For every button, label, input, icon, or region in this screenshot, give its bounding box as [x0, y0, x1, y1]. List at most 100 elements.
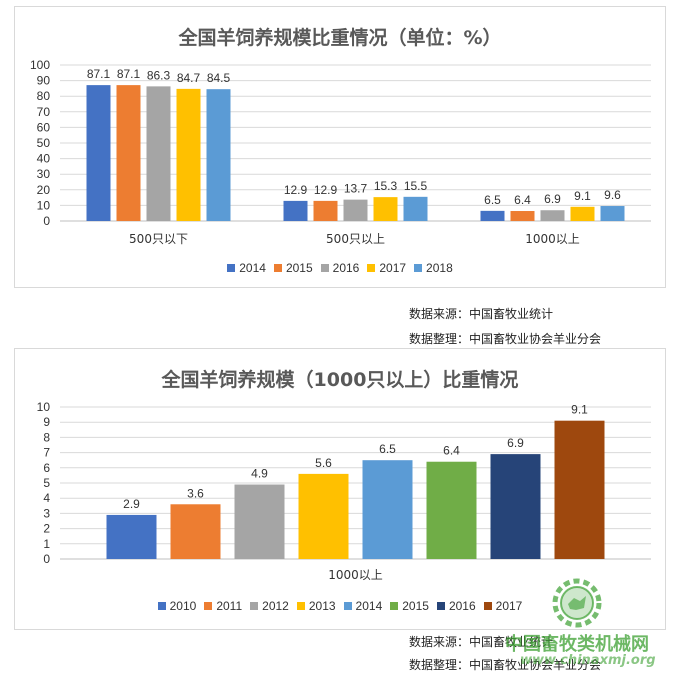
bar-2015-1	[313, 200, 338, 221]
data-label: 86.3	[147, 68, 171, 82]
data-label: 4.9	[251, 467, 268, 481]
legend-swatch	[296, 602, 305, 610]
legend-label: 2014	[239, 261, 266, 275]
legend-item-2017: 2017	[367, 261, 406, 275]
bar-2014-0	[86, 85, 111, 222]
legend-label: 2017	[495, 599, 523, 613]
y-tick-label: 6	[43, 461, 50, 475]
data-label: 6.5	[484, 193, 501, 207]
y-tick-label: 10	[37, 198, 51, 212]
legend-swatch	[273, 264, 282, 272]
data-label: 15.3	[374, 179, 398, 193]
bar-2016-2	[540, 210, 565, 221]
chart-1-title: 全国羊饲养规模比重情况（单位：%）	[178, 27, 502, 49]
data-label: 12.9	[284, 183, 308, 197]
bar-2016-0	[146, 86, 171, 221]
legend-swatch	[390, 602, 399, 610]
watermark-site-url: www.chinaxmj.org	[520, 653, 656, 668]
bar-2011-0	[170, 504, 221, 559]
y-tick-label: 80	[37, 89, 51, 103]
legend-label: 2013	[308, 599, 336, 613]
bar-2017-1	[373, 197, 398, 221]
bar-2018-2	[600, 206, 625, 221]
y-tick-label: 7	[43, 446, 50, 460]
bar-2014-1	[283, 200, 308, 221]
bar-2013-0	[298, 473, 349, 559]
legend-swatch	[320, 264, 329, 272]
legend-label: 2017	[379, 261, 407, 275]
y-tick-label: 5	[43, 476, 50, 490]
legend-item-2013: 2013	[296, 599, 336, 613]
bar-2016-0	[490, 454, 541, 559]
data-label: 6.4	[514, 193, 531, 207]
y-tick-label: 20	[37, 183, 51, 197]
y-tick-label: 1	[43, 537, 50, 551]
x-category-label: 1000以上	[328, 568, 383, 582]
y-tick-label: 70	[37, 105, 51, 119]
bar-2015-2	[510, 211, 535, 221]
legend-item-2015: 2015	[273, 261, 313, 275]
legend-item-2016: 2016	[320, 261, 359, 275]
y-tick-label: 50	[37, 136, 51, 150]
legend-label: 2016	[448, 599, 476, 613]
y-tick-label: 90	[37, 74, 51, 88]
watermark-site-name: 中国畜牧类机械网	[505, 634, 649, 655]
legend-swatch	[367, 264, 376, 272]
data-label: 6.9	[544, 192, 561, 206]
y-tick-label: 60	[37, 120, 51, 134]
bar-2010-0	[106, 514, 157, 559]
data-label: 12.9	[314, 183, 338, 197]
chart-2-compiler-note: 数据整理：中国畜牧业协会羊业分会	[409, 658, 602, 672]
y-tick-label: 0	[43, 214, 50, 228]
chart-2-source-note: 数据来源：中国畜牧业统计	[409, 635, 554, 649]
y-tick-label: 40	[37, 152, 51, 166]
bar-2018-0	[206, 89, 231, 222]
y-tick-label: 0	[43, 552, 50, 566]
bar-2017-2	[570, 206, 595, 221]
legend-item-2016: 2016	[436, 599, 476, 613]
y-tick-label: 3	[43, 506, 50, 520]
bar-2018-1	[403, 196, 428, 221]
y-tick-label: 9	[43, 415, 50, 429]
data-label: 87.1	[117, 67, 141, 81]
bar-2017-0	[176, 88, 201, 221]
chart-2-title: 全国羊饲养规模（1000只以上）比重情况	[161, 369, 519, 391]
legend-item-2017: 2017	[483, 599, 523, 613]
bar-2014-0	[362, 460, 413, 559]
chart-1-panel: 全国羊饲养规模比重情况（单位：%） 0 10 20 30 40 50 60 70 80 90 100…	[14, 6, 666, 288]
data-label: 13.7	[344, 182, 368, 196]
chart-2-panel: 全国羊饲养规模（1000只以上）比重情况 0 1 2 3 4 5 6 7 8 9 10 2.9 3.6 4…	[14, 348, 666, 630]
y-tick-label: 4	[43, 491, 50, 505]
data-label: 84.5	[207, 71, 231, 85]
legend-label: 2018	[426, 261, 453, 275]
legend-item-2018: 2018	[414, 261, 453, 275]
chart-1-compiler-note: 数据整理：中国畜牧业协会羊业分会	[409, 332, 602, 346]
data-label: 9.1	[574, 189, 591, 203]
legend-swatch	[157, 602, 166, 610]
bar-2014-2	[480, 210, 505, 221]
legend-swatch	[250, 602, 259, 610]
legend-item-2010: 2010	[157, 599, 197, 613]
legend-swatch	[227, 264, 236, 272]
legend-label: 2010	[169, 599, 197, 613]
bar-2015-0	[116, 85, 141, 222]
legend-swatch	[436, 602, 445, 610]
legend-swatch	[204, 602, 213, 610]
bar-2012-0	[234, 484, 285, 559]
y-tick-label: 2	[43, 522, 50, 536]
data-label: 6.5	[379, 442, 396, 456]
legend-swatch	[343, 602, 352, 610]
bar-2016-1	[343, 199, 368, 221]
bar-2015-0	[426, 461, 477, 559]
data-label: 3.6	[187, 486, 204, 500]
legend-item-2012: 2012	[250, 599, 289, 613]
y-tick-label: 30	[37, 167, 51, 181]
legend-label: 2011	[216, 599, 243, 613]
legend-label: 2014	[355, 599, 383, 613]
legend-item-2015: 2015	[390, 599, 429, 613]
chart-1-source-note: 数据来源：中国畜牧业统计	[409, 307, 554, 321]
data-label: 87.1	[87, 67, 111, 81]
data-label: 6.9	[507, 436, 524, 450]
y-tick-label: 10	[37, 400, 51, 414]
